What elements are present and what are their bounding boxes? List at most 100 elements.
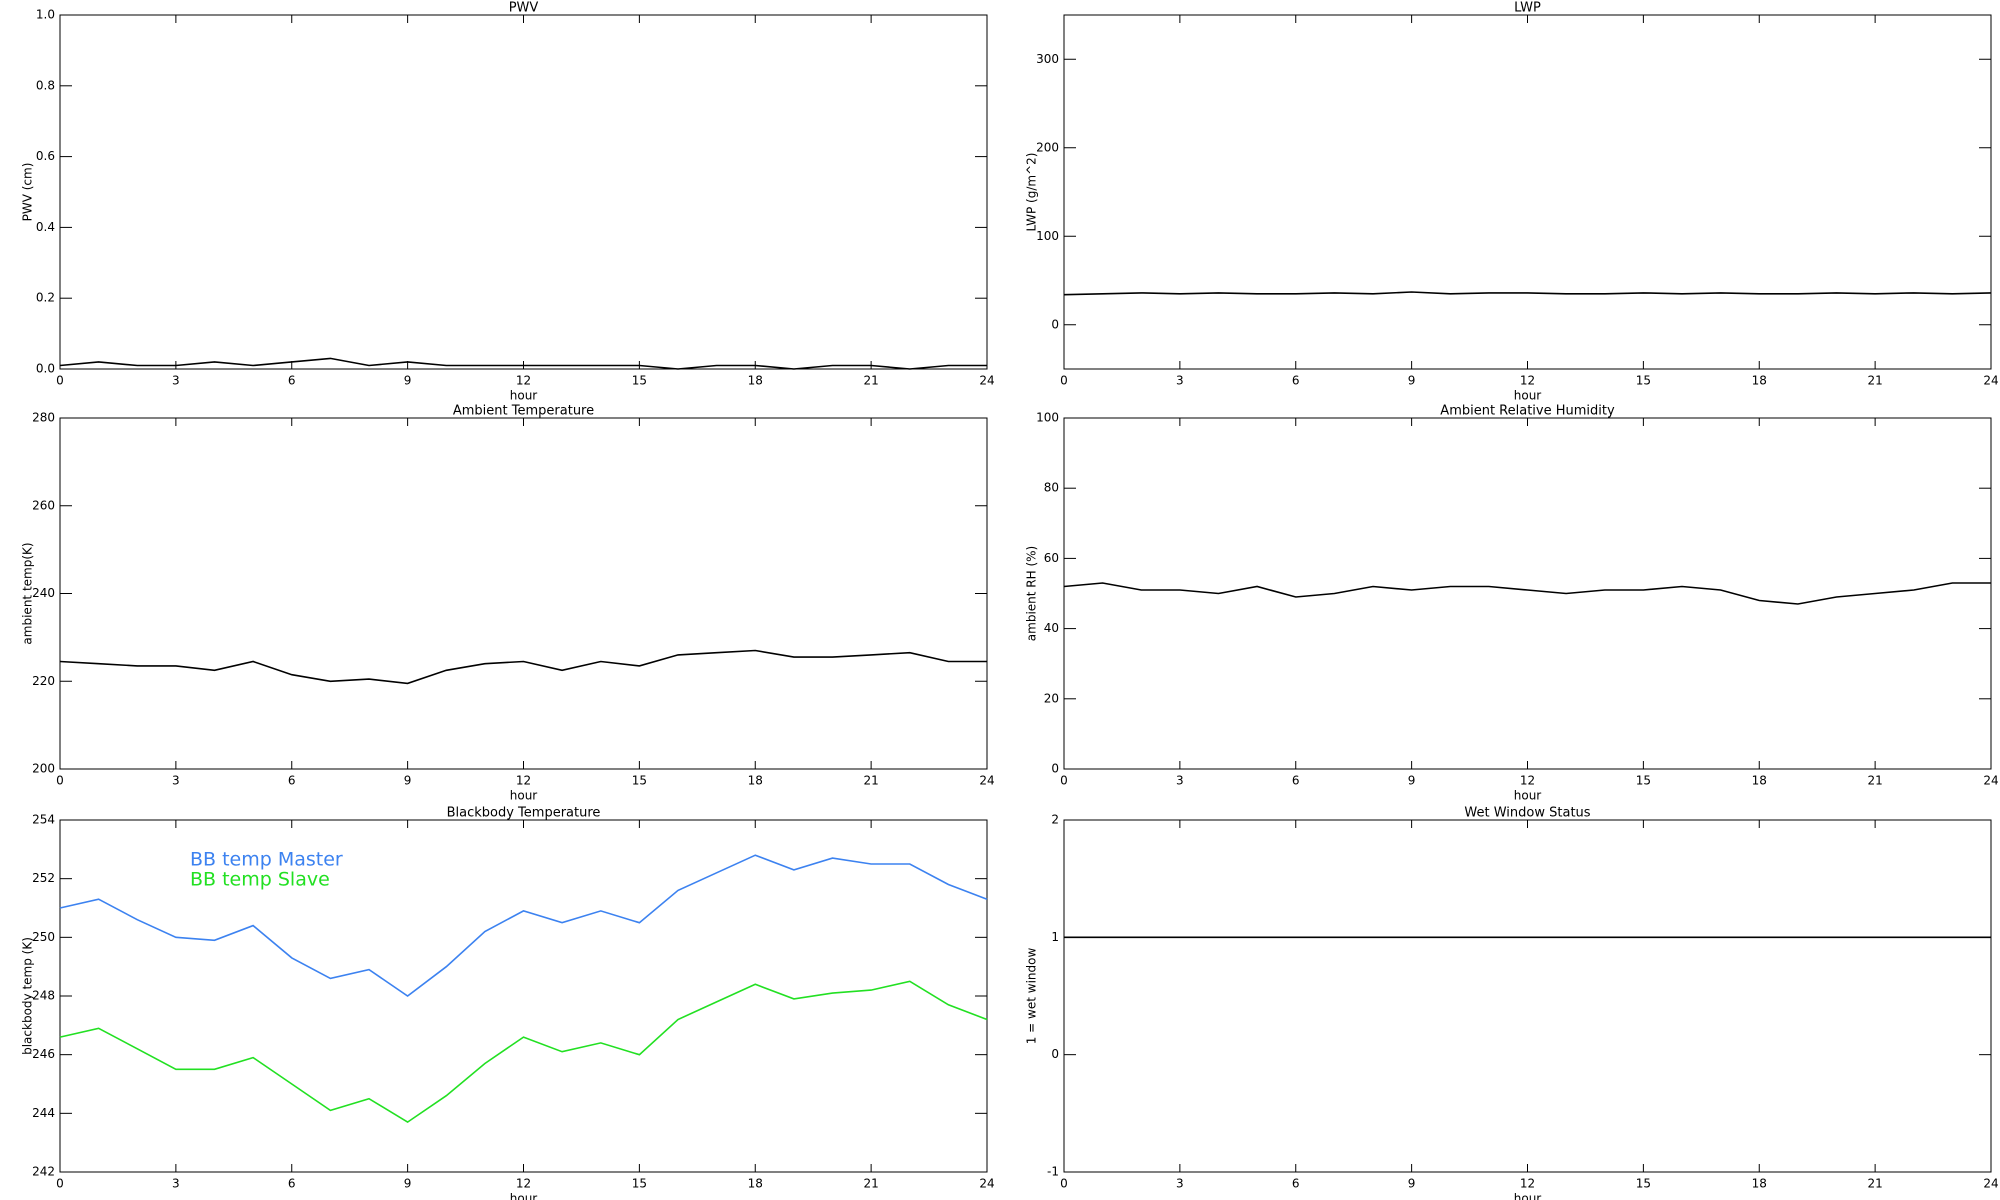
x-tick-label: 6 [1292, 374, 1300, 388]
y-tick-label: 100 [1036, 229, 1059, 243]
y-tick-label: 0 [1051, 317, 1059, 331]
x-tick-label: 24 [1983, 374, 1998, 388]
y-tick-label: 200 [32, 762, 55, 776]
y-tick-label: 1.0 [36, 8, 55, 22]
x-tick-label: 21 [1867, 774, 1882, 788]
x-tick-label: 21 [863, 1177, 878, 1191]
x-tick-label: 15 [632, 1177, 647, 1191]
x-tick-label: 6 [1292, 1177, 1300, 1191]
data-line [59, 980, 988, 1124]
y-tick-label: 100 [1036, 411, 1059, 425]
y-tick-label: 0.8 [36, 78, 55, 92]
x-tick-label: 21 [1867, 1177, 1882, 1191]
plot-frame [59, 14, 988, 370]
x-tick-label: 12 [1520, 774, 1535, 788]
chart-title: PWV [509, 1, 539, 16]
x-tick-label: 0 [56, 374, 64, 388]
x-tick-label: 15 [632, 374, 647, 388]
y-tick-label: 0.4 [36, 220, 55, 234]
legend-entry: BB temp Slave [190, 869, 330, 891]
x-tick-label: 6 [288, 1177, 296, 1191]
x-axis-label: hour [510, 389, 538, 403]
x-tick-label: 9 [1408, 774, 1416, 788]
y-tick-label: 220 [32, 674, 55, 688]
y-tick-label: 246 [32, 1047, 55, 1061]
x-tick-label: 18 [748, 374, 763, 388]
x-tick-label: 18 [1752, 1177, 1767, 1191]
y-tick-label: 80 [1044, 481, 1059, 495]
x-tick-label: 21 [863, 374, 878, 388]
y-tick-label: 1 [1051, 930, 1059, 944]
x-tick-label: 3 [172, 1177, 180, 1191]
data-line [1063, 582, 1991, 605]
y-tick-label: 2 [1051, 813, 1059, 827]
y-tick-label: 280 [32, 411, 55, 425]
plot-frame [1063, 417, 1992, 770]
y-tick-label: 242 [32, 1165, 55, 1179]
y-tick-label: 60 [1044, 551, 1059, 565]
x-tick-label: 12 [516, 774, 531, 788]
y-tick-label: 0.0 [36, 362, 55, 376]
x-tick-label: 24 [979, 374, 994, 388]
x-tick-label: 9 [404, 1177, 412, 1191]
x-tick-label: 9 [1408, 374, 1416, 388]
y-tick-label: 0.2 [36, 291, 55, 305]
x-tick-label: 15 [1636, 1177, 1651, 1191]
y-tick-label: 254 [32, 813, 55, 827]
x-tick-label: 24 [979, 1177, 994, 1191]
y-tick-label: 252 [32, 871, 55, 885]
y-tick-label: 300 [1036, 52, 1059, 66]
y-tick-label: 0 [1051, 762, 1059, 776]
y-axis-label: blackbody temp (K) [21, 937, 35, 1055]
plot-frame [1063, 14, 1992, 370]
x-tick-label: 3 [1176, 1177, 1184, 1191]
y-axis-label: ambient temp(K) [21, 542, 35, 644]
x-tick-label: 24 [979, 774, 994, 788]
plot-frame [59, 417, 988, 770]
y-axis-label: ambient RH (%) [1025, 546, 1039, 641]
x-tick-label: 18 [748, 774, 763, 788]
x-axis-label: hour [1514, 389, 1542, 403]
x-tick-label: 3 [172, 774, 180, 788]
x-tick-label: 0 [56, 774, 64, 788]
x-tick-label: 9 [404, 774, 412, 788]
x-tick-label: 24 [1983, 1177, 1998, 1191]
x-tick-label: 24 [1983, 774, 1998, 788]
x-tick-label: 3 [172, 374, 180, 388]
x-tick-label: 3 [1176, 374, 1184, 388]
x-tick-label: 6 [288, 774, 296, 788]
y-axis-label: PWV (cm) [21, 163, 35, 222]
y-tick-label: -1 [1047, 1165, 1059, 1179]
x-tick-label: 15 [1636, 374, 1651, 388]
x-tick-label: 12 [1520, 1177, 1535, 1191]
plot-frame [1063, 819, 1992, 1173]
chart-title: Blackbody Temperature [447, 806, 601, 821]
y-tick-label: 0.6 [36, 149, 55, 163]
x-tick-label: 9 [1408, 1177, 1416, 1191]
x-tick-label: 15 [1636, 774, 1651, 788]
y-tick-label: 250 [32, 930, 55, 944]
x-tick-label: 12 [1520, 374, 1535, 388]
x-axis-label: hour [1514, 789, 1542, 803]
y-tick-label: 40 [1044, 621, 1059, 635]
x-axis-label: hour [510, 1192, 538, 1200]
x-tick-label: 12 [516, 1177, 531, 1191]
y-tick-label: 260 [32, 498, 55, 512]
x-tick-label: 18 [1752, 774, 1767, 788]
y-tick-label: 248 [32, 989, 55, 1003]
x-tick-label: 15 [632, 774, 647, 788]
y-tick-label: 200 [1036, 140, 1059, 154]
chart-title: Wet Window Status [1464, 806, 1590, 821]
y-tick-label: 20 [1044, 691, 1059, 705]
data-line [59, 854, 988, 997]
y-tick-label: 0 [1051, 1047, 1059, 1061]
x-axis-label: hour [510, 789, 538, 803]
y-axis-label: 1 = wet window [1025, 948, 1039, 1045]
x-tick-label: 0 [56, 1177, 64, 1191]
x-tick-label: 18 [748, 1177, 763, 1191]
x-tick-label: 21 [863, 774, 878, 788]
chart-title: LWP [1514, 1, 1541, 16]
data-line [59, 357, 987, 370]
chart-title: Ambient Temperature [453, 404, 594, 419]
